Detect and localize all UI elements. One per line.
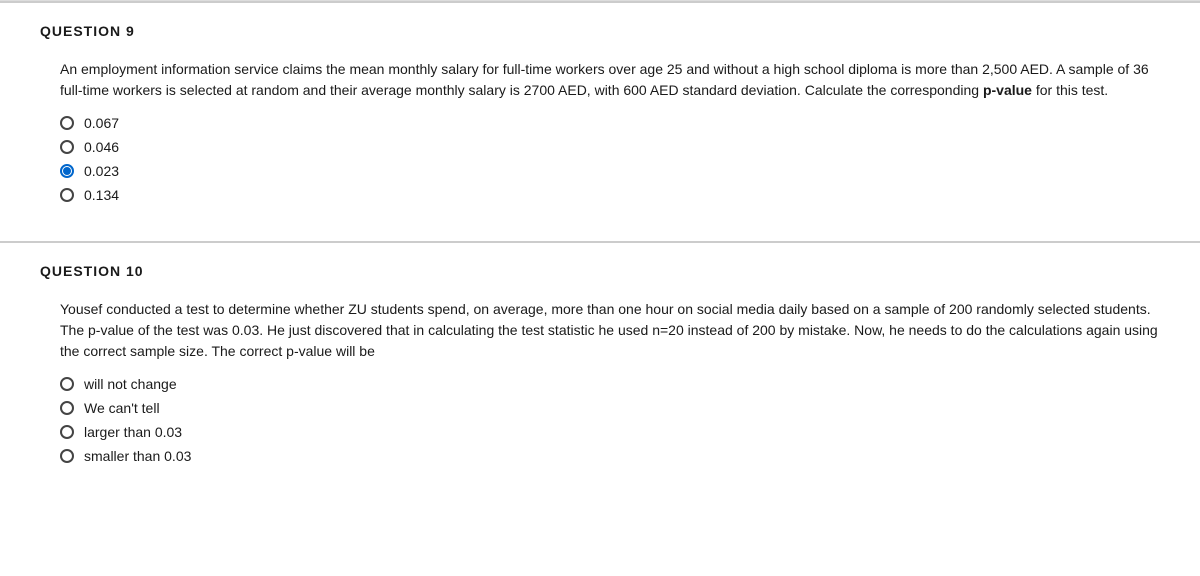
q10-option-0-label: will not change [84,376,177,392]
question-10-block: QUESTION 10 Yousef conducted a test to d… [0,242,1200,502]
q9-option-3-label: 0.134 [84,187,119,203]
q9-option-2[interactable]: 0.023 [60,163,1160,179]
q9-option-0[interactable]: 0.067 [60,115,1160,131]
q9-option-2-label: 0.023 [84,163,119,179]
q9-option-0-label: 0.067 [84,115,119,131]
question-9-options: 0.067 0.046 0.023 0.134 [60,115,1160,203]
q10-option-2-label: larger than 0.03 [84,424,182,440]
question-10-options: will not change We can't tell larger tha… [60,376,1160,464]
q9-option-3[interactable]: 0.134 [60,187,1160,203]
radio-icon [60,140,74,154]
q10-option-1-label: We can't tell [84,400,160,416]
radio-icon [60,116,74,130]
q10-option-0[interactable]: will not change [60,376,1160,392]
question-9-block: QUESTION 9 An employment information ser… [0,2,1200,241]
q10-option-3-label: smaller than 0.03 [84,448,191,464]
radio-icon [60,377,74,391]
quiz-page: QUESTION 9 An employment information ser… [0,0,1200,576]
radio-icon [60,188,74,202]
question-10-text: Yousef conducted a test to determine whe… [60,299,1160,362]
q9-option-1[interactable]: 0.046 [60,139,1160,155]
q9-option-1-label: 0.046 [84,139,119,155]
radio-icon [60,401,74,415]
q9-text-bold: p-value [983,82,1032,98]
radio-icon [60,164,74,178]
radio-dot-icon [63,167,71,175]
q10-option-2[interactable]: larger than 0.03 [60,424,1160,440]
q9-text-part2: for this test. [1032,82,1108,98]
q10-option-1[interactable]: We can't tell [60,400,1160,416]
question-10-header: QUESTION 10 [40,263,1160,279]
question-9-header: QUESTION 9 [40,23,1160,39]
radio-icon [60,449,74,463]
q10-option-3[interactable]: smaller than 0.03 [60,448,1160,464]
radio-icon [60,425,74,439]
question-9-text: An employment information service claims… [60,59,1160,101]
